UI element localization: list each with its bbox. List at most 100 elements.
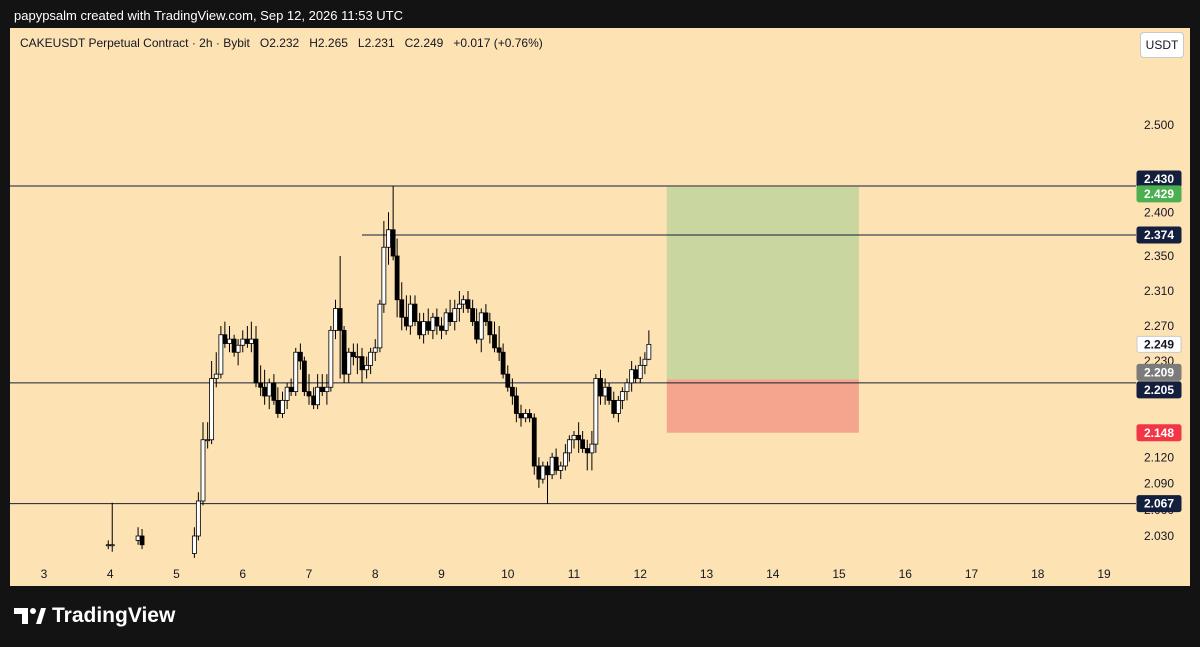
candle-down (297, 351, 303, 362)
candle-up (593, 378, 599, 445)
x-tick-label: 18 (1031, 567, 1045, 581)
candle-up (407, 303, 413, 327)
candle-down (425, 321, 431, 331)
candle-down (584, 448, 590, 454)
candle-down (258, 382, 264, 388)
chart-area[interactable] (10, 28, 1190, 586)
candle-down (474, 321, 480, 340)
candle-up (549, 456, 555, 476)
candle-down (341, 329, 347, 375)
price-label: 2.249 (1136, 335, 1182, 353)
candle-up (266, 382, 272, 397)
candle-up (571, 434, 577, 441)
position-zones (666, 186, 859, 433)
candle-down (483, 312, 489, 323)
candle-down (611, 399, 617, 414)
candle-up (460, 299, 466, 305)
candle-down (399, 299, 405, 318)
chart-title: CAKEUSDT Perpetual Contract · 2h · Bybit… (20, 36, 543, 50)
x-tick-label: 6 (239, 567, 246, 581)
candle-up (248, 338, 254, 344)
candle-up (589, 443, 595, 454)
price-label: 2.205 (1136, 381, 1182, 399)
candle-down (580, 439, 586, 449)
candle-down (545, 465, 550, 476)
candle-up (200, 439, 206, 502)
price-label: 2.430 (1136, 170, 1182, 188)
candle-up (566, 439, 572, 454)
candle-up (421, 321, 427, 336)
candle-up (293, 351, 299, 393)
x-tick-label: 12 (634, 567, 648, 581)
candle-down (518, 413, 524, 419)
candle-up (540, 465, 546, 480)
x-tick-label: 17 (965, 567, 979, 581)
header-attribution: papypsalm created with TradingView.com, … (14, 8, 404, 23)
candle-up (368, 351, 374, 366)
price-label-text: 2.067 (1144, 497, 1174, 511)
price-label: 2.067 (1136, 495, 1182, 513)
candle-down (447, 312, 453, 323)
price-label: 2.148 (1136, 424, 1182, 442)
candle-up (372, 347, 378, 353)
stop-zone (666, 379, 859, 433)
candle-down (553, 456, 559, 471)
candle-up (364, 364, 370, 371)
candle-down (412, 303, 418, 323)
y-tick-label: 2.120 (1144, 450, 1174, 464)
x-tick-label: 5 (173, 567, 180, 581)
price-label: 2.429 (1136, 185, 1182, 203)
candle-up (443, 312, 449, 331)
candle-down (505, 373, 511, 388)
candles (105, 186, 652, 558)
currency-badge[interactable]: USDT (1140, 32, 1184, 58)
candle-down (434, 316, 440, 327)
candle-up (284, 386, 290, 401)
price-label-text: 2.374 (1144, 228, 1174, 242)
price-label-text: 2.429 (1144, 187, 1174, 201)
price-label-text: 2.430 (1144, 172, 1174, 186)
candle-up (646, 343, 652, 360)
price-label-bg (1136, 381, 1182, 399)
price-label-bg (1136, 495, 1182, 513)
candle-down (606, 386, 612, 401)
candle-down (536, 465, 542, 480)
y-tick-label: 2.030 (1144, 529, 1174, 543)
candle-up (629, 369, 635, 384)
y-axis-ticks: 2.5002.4002.3502.3102.2702.2302.1202.090… (1144, 118, 1174, 543)
candle-down (139, 535, 145, 546)
candle-up (328, 329, 334, 388)
candle-up (191, 535, 197, 554)
candle-down (470, 308, 476, 323)
candle-up (213, 373, 219, 379)
candle-up (602, 386, 608, 397)
candle-up (315, 386, 321, 406)
candle-down (275, 399, 281, 414)
x-tick-label: 9 (438, 567, 445, 581)
y-tick-label: 2.270 (1144, 319, 1174, 333)
x-tick-label: 13 (700, 567, 714, 581)
x-tick-label: 3 (41, 567, 48, 581)
x-axis-ticks: 3 4 5 6 7 8 9 10 11 12 13 14 15 16 17 18 19 (41, 567, 1111, 581)
price-label-bg (1136, 226, 1182, 244)
candle-up (218, 334, 224, 375)
candle-up (195, 500, 201, 537)
horizontal-lines (10, 185, 1136, 505)
candle-up (205, 439, 211, 442)
candle-up (381, 246, 387, 305)
y-tick-label: 2.500 (1144, 118, 1174, 132)
candle-down (394, 255, 400, 301)
tradingview-logo[interactable]: TradingView (12, 604, 175, 628)
candle-down (231, 338, 237, 353)
x-tick-label: 11 (568, 567, 581, 581)
price-label-text: 2.205 (1144, 383, 1174, 397)
candle-up (523, 413, 529, 419)
candle-down (253, 338, 259, 384)
candle-down (337, 308, 343, 331)
candle-up (637, 364, 643, 379)
x-tick-label: 10 (501, 567, 515, 581)
price-label-bg (1136, 185, 1182, 203)
candle-down (222, 334, 228, 344)
